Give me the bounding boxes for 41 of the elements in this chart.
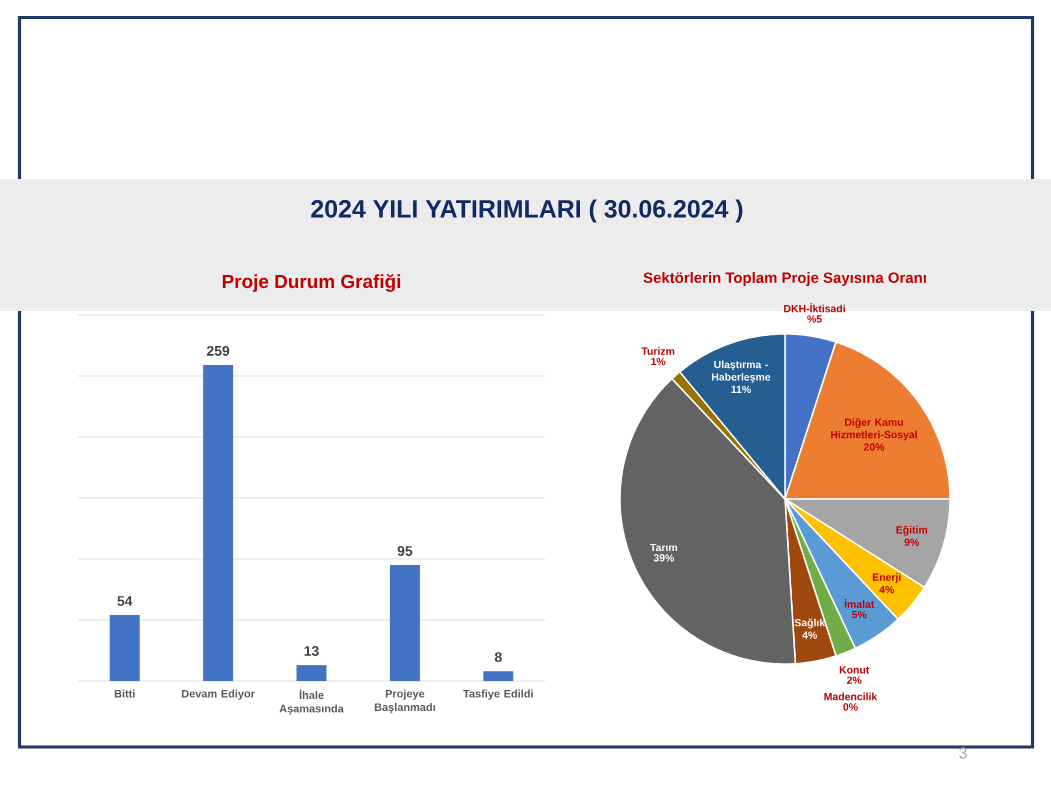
slice-label: Eğitim bbox=[896, 525, 928, 536]
data-label: 95 bbox=[397, 546, 413, 556]
bar bbox=[109, 615, 140, 681]
x-tick-label: İhale Aşamasında bbox=[279, 689, 344, 715]
x-tick-label: Devam Ediyor bbox=[181, 689, 255, 700]
slice-label: Konut bbox=[839, 666, 870, 674]
data-label: 39% bbox=[653, 554, 675, 562]
slice-label: Ulaştırma - Haberleşme bbox=[712, 360, 771, 383]
data-label: %5 bbox=[807, 315, 822, 323]
slice-label: Sağlık bbox=[794, 618, 826, 629]
x-tick-label: Bitti bbox=[114, 689, 135, 698]
bar bbox=[483, 671, 514, 681]
x-tick-label: Tasfiye Edildi bbox=[463, 689, 533, 700]
data-label: 54 bbox=[117, 596, 133, 606]
data-label: 20% bbox=[863, 443, 885, 451]
slice-label: Tarım bbox=[650, 543, 678, 552]
data-label: 1% bbox=[651, 357, 666, 366]
slice-label: İmalat bbox=[844, 598, 875, 608]
category-label: Madencilik bbox=[824, 692, 878, 701]
data-label: 13 bbox=[304, 646, 319, 656]
x-tick-label: Projeye Başlanmadı bbox=[374, 689, 435, 714]
data-label: 259 bbox=[206, 345, 230, 356]
slice-label: Turizm bbox=[641, 347, 675, 355]
bar bbox=[389, 565, 420, 681]
bar bbox=[296, 665, 327, 681]
data-label: 11% bbox=[731, 385, 751, 394]
data-label: 8 bbox=[494, 652, 502, 663]
data-label: 2% bbox=[847, 676, 862, 684]
data-label: 4% bbox=[802, 631, 818, 639]
text: 3 bbox=[959, 747, 967, 759]
data-label: 9% bbox=[904, 538, 920, 546]
bar bbox=[203, 365, 234, 681]
slice-label: Enerji bbox=[872, 573, 901, 583]
text: 2024 YILI YATIRIMLARI ( 30.06.2024 ) bbox=[311, 199, 743, 223]
data-label: 4% bbox=[879, 585, 894, 594]
data-label: 5% bbox=[851, 610, 867, 619]
slice-label: Diğer Kamu Hizmetleri-Sosyal bbox=[831, 418, 917, 441]
text: 0% bbox=[843, 703, 858, 711]
chart-title: Sektörlerin Toplam Proje Sayısına Oranı bbox=[643, 272, 926, 286]
slice-label: DKH-İktisadi bbox=[784, 303, 845, 313]
chart-title: Proje Durum Grafiği bbox=[222, 274, 401, 292]
